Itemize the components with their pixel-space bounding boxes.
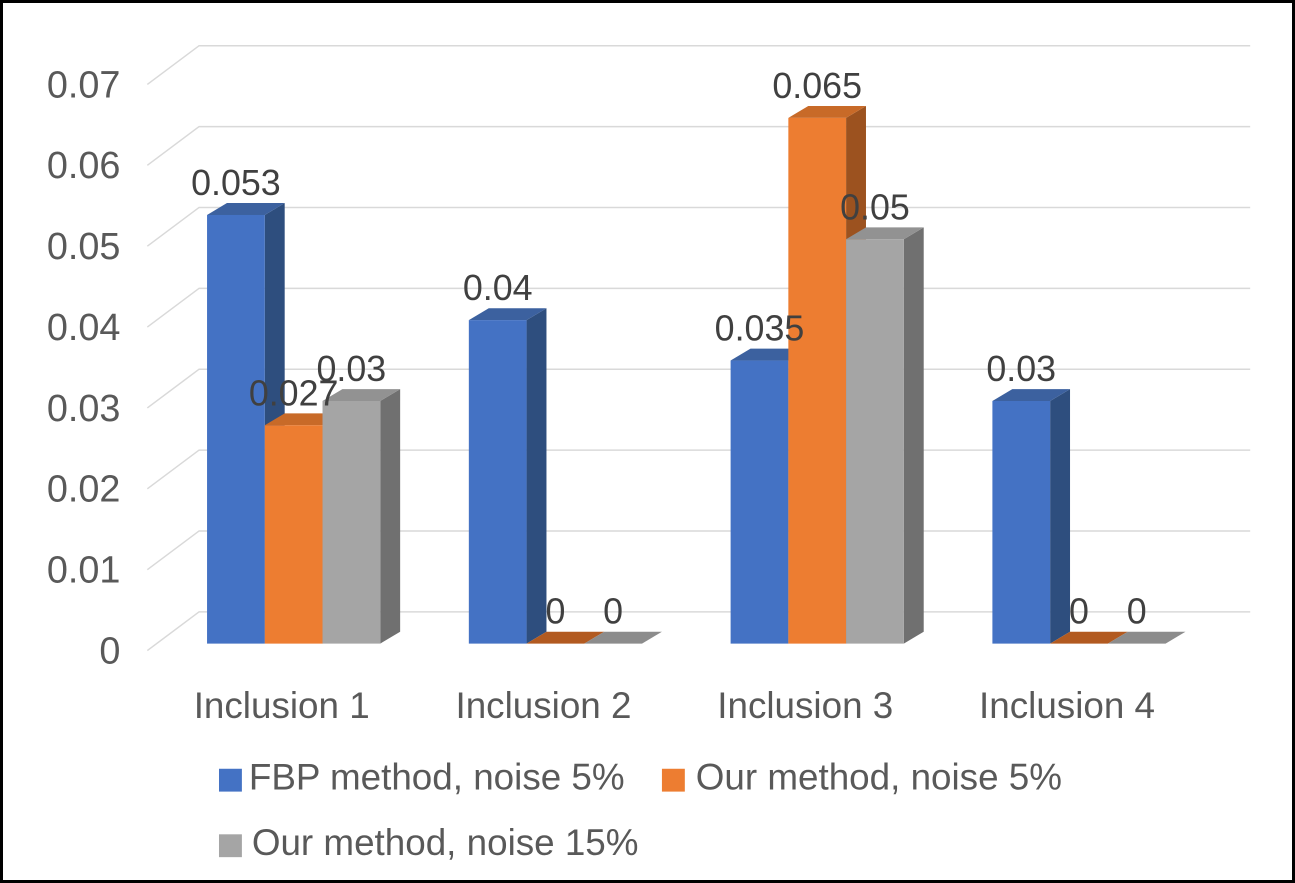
category-label: Inclusion 3 xyxy=(717,685,893,726)
bar-zero-face xyxy=(526,631,605,644)
y-tick-label: 0.07 xyxy=(47,64,121,106)
legend-label: FBP method, noise 5% xyxy=(249,757,625,798)
y-tick-label: 0.04 xyxy=(47,307,121,349)
gridline xyxy=(146,44,1251,86)
bar-zero-face xyxy=(584,631,662,644)
data-label: 0.053 xyxy=(191,163,281,203)
bar-top-face xyxy=(322,389,401,401)
data-label: 0.03 xyxy=(317,349,387,389)
bar-top-face xyxy=(207,203,285,215)
data-label: 0.04 xyxy=(463,268,533,308)
y-tick-label: 0.05 xyxy=(47,226,121,268)
bar-zero-face xyxy=(1107,631,1186,644)
bar-top-face xyxy=(992,389,1071,401)
data-label: 0.035 xyxy=(715,309,805,349)
data-label: 0 xyxy=(1069,592,1089,632)
category-label: Inclusion 4 xyxy=(979,685,1155,726)
category-label: Inclusion 2 xyxy=(455,685,631,726)
data-label: 0.05 xyxy=(840,187,910,227)
bar-front-face xyxy=(322,400,381,644)
bar-side-face xyxy=(526,308,547,644)
y-tick-label: 0 xyxy=(99,631,120,673)
gridline xyxy=(146,206,1251,247)
legend-swatch xyxy=(661,768,685,792)
bar-front-face xyxy=(468,320,527,644)
bar-top-face xyxy=(788,106,866,118)
bar-zero-face xyxy=(1050,631,1128,644)
bar-top-face xyxy=(846,227,924,240)
legend-label: Our method, noise 5% xyxy=(696,757,1062,798)
data-label: 0 xyxy=(545,592,565,632)
bar-front-face xyxy=(207,214,265,644)
legend-label: Our method, noise 15% xyxy=(252,822,639,863)
data-label: 0 xyxy=(1127,592,1147,632)
gridline xyxy=(146,125,1251,166)
bar-front-face xyxy=(730,360,789,644)
data-label: 0 xyxy=(603,592,623,632)
bar-front-face xyxy=(788,117,847,644)
bar-front-face xyxy=(992,400,1051,644)
bar-front-face xyxy=(846,239,904,644)
bar-front-face xyxy=(264,425,323,644)
bar-side-face xyxy=(380,389,401,644)
bar-top-face xyxy=(468,308,547,321)
legend-swatch xyxy=(218,768,242,792)
data-label: 0.03 xyxy=(986,349,1056,389)
y-tick-label: 0.06 xyxy=(47,145,121,187)
y-tick-label: 0.03 xyxy=(47,388,121,430)
bar-side-face xyxy=(903,227,924,644)
y-tick-label: 0.01 xyxy=(47,550,121,592)
category-label: Inclusion 1 xyxy=(194,685,370,726)
legend-swatch xyxy=(218,834,242,858)
bar-side-face xyxy=(1050,389,1071,644)
data-label: 0.065 xyxy=(772,66,862,106)
y-tick-label: 0.02 xyxy=(47,469,121,511)
data-label: 0.027 xyxy=(249,373,339,413)
gridline xyxy=(146,287,1251,328)
